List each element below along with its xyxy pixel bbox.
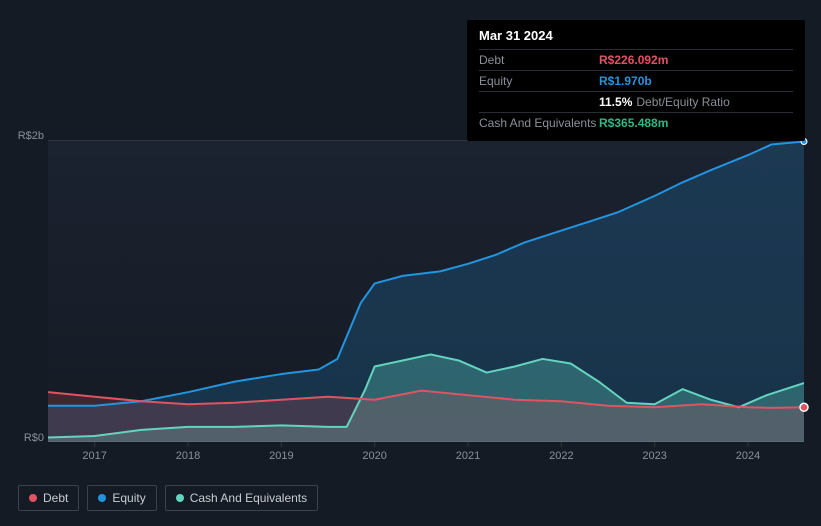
legend-item-label: Equity (112, 491, 145, 505)
x-axis-label: 2024 (736, 450, 760, 462)
legend-dot-icon (176, 494, 184, 502)
tooltip-row-value: 11.5% (599, 95, 632, 109)
x-axis-label: 2017 (82, 450, 106, 462)
tooltip-row: DebtR$226.092m (479, 49, 793, 70)
tooltip-row-label (479, 95, 599, 109)
x-axis-label: 2018 (176, 450, 200, 462)
legend-item-label: Debt (43, 491, 68, 505)
tooltip-row-value: R$365.488m (599, 116, 668, 130)
y-axis-label: R$0 (4, 432, 44, 444)
x-axis-label: 2019 (269, 450, 293, 462)
tooltip-row-extra: Debt/Equity Ratio (636, 95, 729, 109)
tooltip-row-label: Equity (479, 74, 599, 88)
plot-area[interactable] (48, 140, 804, 442)
tooltip-row: 11.5% Debt/Equity Ratio (479, 91, 793, 112)
tooltip-date: Mar 31 2024 (479, 28, 793, 43)
legend-item-label: Cash And Equivalents (190, 491, 307, 505)
tooltip-row-value: R$226.092m (599, 53, 668, 67)
tooltip-row-label: Cash And Equivalents (479, 116, 599, 130)
legend-item-cash[interactable]: Cash And Equivalents (165, 485, 318, 511)
legend-item-debt[interactable]: Debt (18, 485, 79, 511)
y-axis-label: R$2b (4, 130, 44, 142)
legend-dot-icon (29, 494, 37, 502)
legend-dot-icon (98, 494, 106, 502)
legend-item-equity[interactable]: Equity (87, 485, 156, 511)
x-axis-label: 2022 (549, 450, 573, 462)
tooltip-row-value: R$1.970b (599, 74, 652, 88)
tooltip-row: EquityR$1.970b (479, 70, 793, 91)
x-axis-label: 2023 (642, 450, 666, 462)
x-axis-label: 2021 (456, 450, 480, 462)
tooltip-row: Cash And EquivalentsR$365.488m (479, 112, 793, 133)
x-axis-label: 2020 (362, 450, 386, 462)
chart-tooltip: Mar 31 2024 DebtR$226.092mEquityR$1.970b… (467, 20, 805, 141)
tooltip-row-label: Debt (479, 53, 599, 67)
chart-legend: Debt Equity Cash And Equivalents (18, 485, 318, 511)
